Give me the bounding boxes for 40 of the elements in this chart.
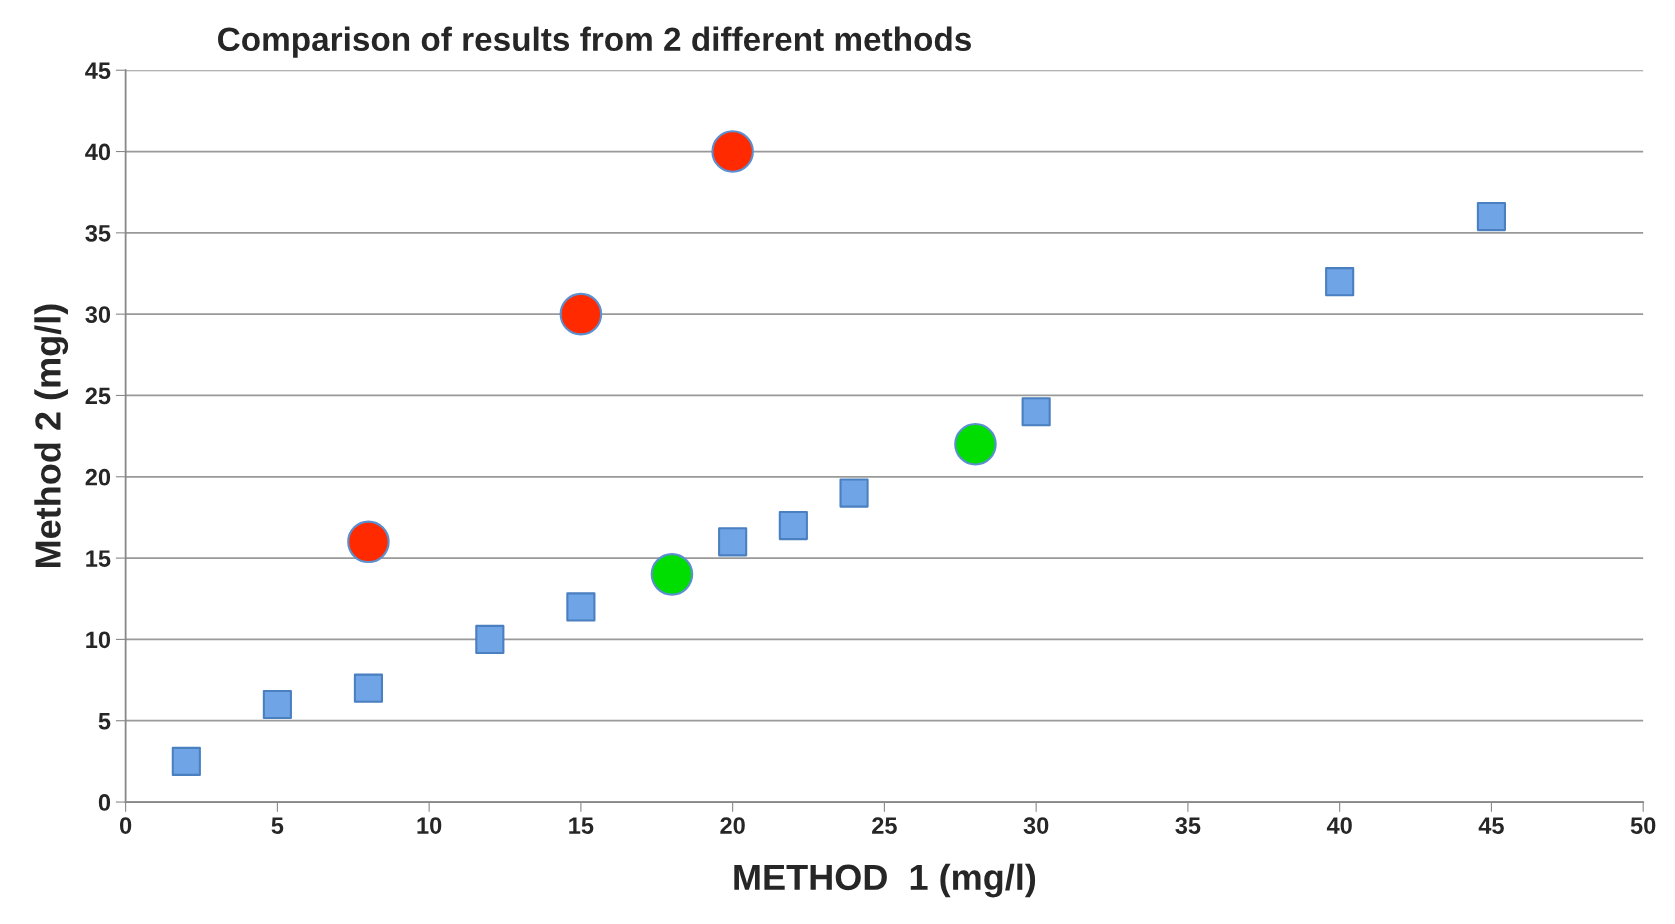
point bbox=[353, 673, 384, 703]
x-tick-label: 0 bbox=[119, 817, 132, 834]
y-tick-label: 0 bbox=[98, 794, 111, 811]
y-tick-label: 25 bbox=[85, 387, 111, 405]
point bbox=[718, 527, 748, 557]
point bbox=[475, 624, 505, 654]
chart-title: Comparison of results from 2 different methods bbox=[218, 26, 971, 58]
y-tick-label: 10 bbox=[86, 631, 111, 649]
x-tick-label: 40 bbox=[1326, 817, 1352, 834]
point bbox=[262, 689, 292, 720]
x-tick-label: 30 bbox=[1023, 817, 1049, 834]
x-axis-title: METHOD 1 (mg/l) bbox=[734, 863, 1036, 898]
point bbox=[559, 292, 603, 336]
y-tick-label: 30 bbox=[85, 306, 111, 323]
x-tick-label: 10 bbox=[417, 817, 442, 834]
y-tick-label: 40 bbox=[85, 143, 111, 161]
x-tick-label: 5 bbox=[271, 817, 284, 834]
point bbox=[1325, 267, 1355, 297]
point bbox=[171, 746, 201, 776]
y-tick-label: 35 bbox=[85, 224, 111, 242]
point bbox=[954, 422, 997, 466]
y-tick-label: 15 bbox=[86, 550, 111, 567]
point bbox=[711, 130, 754, 173]
point bbox=[347, 520, 390, 564]
x-tick-label: 50 bbox=[1630, 817, 1656, 834]
point bbox=[1021, 397, 1051, 427]
point bbox=[839, 478, 869, 508]
point bbox=[1476, 202, 1506, 232]
y-tick-label: 45 bbox=[85, 62, 111, 80]
y-tick-label: 20 bbox=[85, 468, 111, 486]
x-tick-label: 35 bbox=[1175, 817, 1201, 834]
x-tick-label: 45 bbox=[1478, 817, 1504, 834]
point bbox=[778, 510, 808, 541]
y-axis-title: Method 2 (mg/l) bbox=[34, 304, 69, 568]
x-tick-label: 25 bbox=[872, 817, 897, 834]
point bbox=[650, 553, 694, 596]
x-tick-label: 15 bbox=[569, 817, 594, 834]
x-tick-label: 20 bbox=[720, 817, 745, 834]
point bbox=[566, 592, 596, 622]
y-tick-label: 5 bbox=[98, 713, 111, 730]
